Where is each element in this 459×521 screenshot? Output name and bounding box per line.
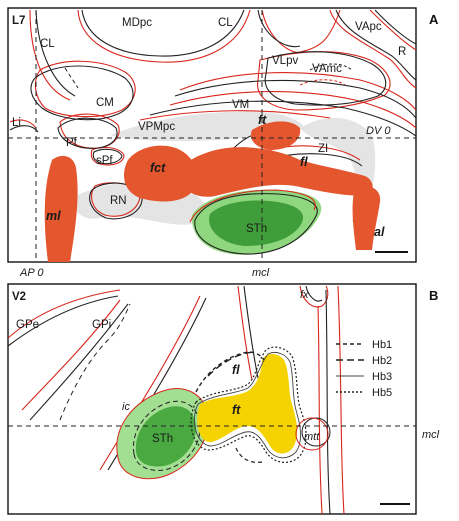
gpi-inner-dashed	[59, 303, 131, 421]
midline-contour	[325, 289, 331, 515]
hb3-outline	[194, 351, 302, 459]
label-sth-a: STh	[246, 223, 267, 235]
sth-dark-green	[209, 200, 304, 246]
vm-contour-red-2	[169, 91, 417, 129]
fx-contour-red	[299, 285, 329, 308]
label-fx: fx	[300, 289, 309, 301]
label-vm: VM	[232, 99, 249, 111]
label-rn: RN	[110, 195, 127, 207]
label-mcl-a: mcl	[252, 267, 270, 279]
al-tract	[352, 185, 381, 250]
rn-contour	[89, 182, 143, 220]
vapc-contour-red	[329, 9, 417, 89]
panel-a: L7 A CL MDpc CL VApc R VLpv VAmc CM VM L…	[7, 7, 439, 279]
fiber-tracts	[44, 121, 381, 262]
vamc-contour	[309, 63, 353, 71]
label-fl-a: fl	[300, 155, 308, 169]
panel-b-frame	[7, 283, 417, 515]
label-ft-b: ft	[232, 403, 241, 417]
label-vapc: VApc	[355, 21, 382, 33]
vlpv-contour	[264, 51, 387, 106]
cl-right-contour	[257, 9, 301, 48]
ft-tract	[250, 121, 301, 150]
cm-dashed-line	[64, 67, 79, 89]
midline-contour-red	[317, 305, 323, 515]
pf-contour	[57, 117, 118, 149]
vm-contour-1	[174, 79, 417, 119]
label-mcl-b: mcl	[422, 429, 440, 441]
vapc-contour	[335, 9, 417, 81]
sth-outline	[194, 193, 318, 255]
label-mtt: mtt	[304, 431, 320, 443]
hb5-outline	[190, 346, 307, 463]
mdpc-contour	[81, 9, 245, 57]
cl-left-contour	[35, 9, 76, 97]
label-vamc: VAmc	[312, 63, 342, 75]
ft-yellow	[197, 354, 298, 454]
ml-tract	[44, 155, 78, 262]
label-fct: fct	[150, 161, 166, 175]
cm-contour-red	[34, 60, 136, 118]
fl-upper-contour-red	[237, 285, 253, 381]
fx-contour	[305, 285, 323, 302]
vamc-contour-red	[299, 79, 346, 86]
label-ic: ic	[122, 401, 130, 413]
label-ml: ml	[46, 209, 61, 223]
label-cm: CM	[96, 97, 114, 109]
fct-tract	[124, 145, 198, 202]
gpi-ic-border-red	[99, 295, 201, 471]
section-label-l7: L7	[12, 15, 25, 27]
label-vlpv: VLpv	[272, 55, 298, 67]
gpe-top-contour	[7, 295, 119, 347]
label-li: Li	[12, 117, 21, 129]
mdpc-contour-red	[77, 9, 251, 63]
li-contour-red	[9, 119, 37, 129]
hb1-lower-outline	[235, 447, 263, 463]
section-label-v2: V2	[12, 291, 26, 303]
label-mdpc: MDpc	[122, 17, 152, 29]
label-zi: ZI	[318, 143, 328, 155]
label-gpe: GPe	[16, 319, 39, 331]
r-contour	[374, 9, 417, 45]
label-ap0: AP 0	[19, 267, 44, 279]
label-ft-a: ft	[258, 113, 267, 127]
label-sth-b: STh	[152, 433, 173, 445]
label-al: al	[374, 225, 385, 239]
label-pf: Pf	[66, 137, 78, 149]
vm-contour-red-3	[139, 110, 331, 121]
panel-b: Hb1 Hb2 Hb3 Hb5 V2 B fx GPe GPi fl ic ft…	[7, 283, 440, 515]
legend-label-hb5: Hb5	[372, 387, 392, 399]
gpe-top-contour-red	[7, 289, 121, 339]
label-vpmpc: VPMpc	[138, 121, 175, 133]
panel-letter-a: A	[429, 12, 439, 27]
label-spf: sPf	[96, 155, 113, 167]
label-cl-left: CL	[40, 38, 55, 50]
midline-contour-red-2	[337, 285, 345, 515]
vm-contour-2	[149, 100, 417, 137]
label-dv0: DV 0	[366, 125, 391, 137]
label-fl-b: fl	[232, 363, 240, 377]
panel-letter-b: B	[429, 288, 438, 303]
label-cl-right: CL	[218, 17, 233, 29]
label-r: R	[398, 46, 406, 58]
spf-contour	[92, 148, 123, 165]
legend-label-hb3: Hb3	[372, 371, 392, 383]
label-gpi: GPi	[92, 319, 111, 331]
vm-contour-red-1	[179, 72, 417, 111]
spf-contour-red	[90, 146, 125, 166]
r-contour-red	[369, 9, 417, 51]
sth-outline-red	[189, 189, 316, 223]
legend: Hb1 Hb2 Hb3 Hb5	[336, 339, 392, 399]
gpe-gpi-border-red	[21, 299, 121, 411]
mtt-contour-red	[295, 417, 329, 451]
fl-tract	[179, 147, 373, 197]
gpe-gpi-border	[29, 303, 129, 421]
sth-b-dark-green	[135, 406, 196, 467]
legend-label-hb1: Hb1	[372, 339, 392, 351]
legend-label-hb2: Hb2	[372, 355, 392, 367]
